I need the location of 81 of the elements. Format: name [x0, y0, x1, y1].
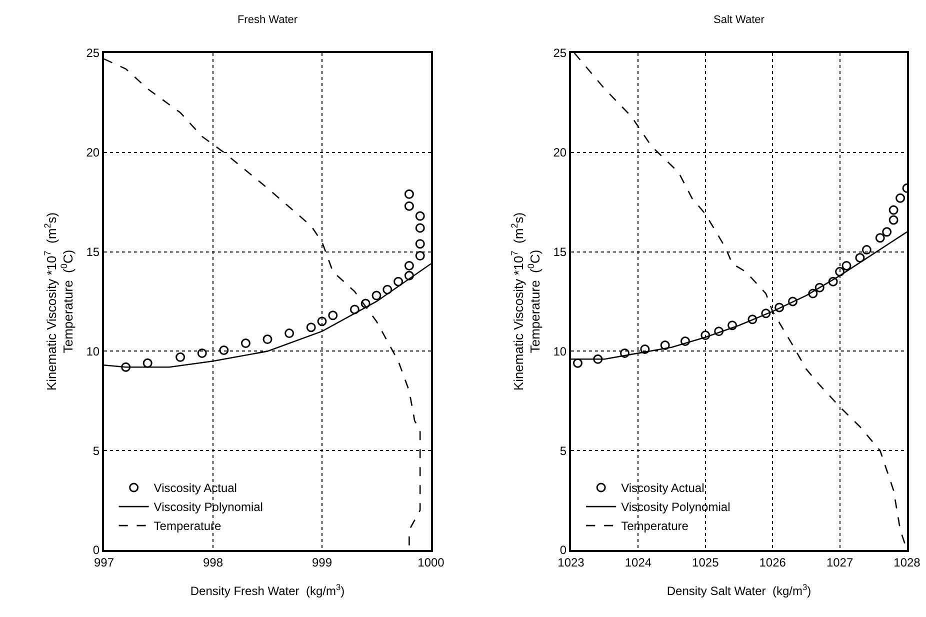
point: [404, 260, 414, 270]
point: [262, 334, 272, 344]
y-tick-label: 0: [560, 543, 567, 558]
y-tick-label: 10: [86, 344, 100, 358]
point: [748, 314, 758, 324]
point: [808, 288, 818, 298]
legend-label: Viscosity Actual: [154, 481, 237, 496]
point: [317, 316, 327, 326]
chart-title: Salt Water: [714, 14, 765, 26]
y-tick-label: 20: [86, 146, 100, 160]
point: [394, 276, 404, 286]
legend-label: Temperature: [621, 519, 689, 534]
point: [415, 211, 425, 221]
legend-label: Temperature: [154, 519, 222, 534]
y-tick-label: 0: [92, 543, 100, 558]
point: [896, 193, 906, 203]
point: [620, 348, 630, 358]
point: [328, 310, 338, 320]
point: [197, 348, 207, 358]
x-tick-label: 1028: [894, 555, 921, 570]
point: [404, 270, 414, 280]
point: [640, 344, 650, 354]
x-tick-label: 1027: [826, 555, 854, 570]
y-tick-label: 20: [553, 146, 567, 160]
y-tick-label: 10: [553, 344, 567, 358]
point: [835, 266, 845, 276]
point: [814, 282, 824, 292]
point: [404, 189, 414, 199]
x-tick-label: 1000: [418, 555, 445, 570]
legend-label: Viscosity Polynomial: [621, 500, 730, 514]
point: [284, 328, 294, 338]
y-tick-label: 5: [92, 444, 100, 458]
point: [888, 215, 898, 225]
point: [828, 276, 838, 286]
point: [714, 326, 724, 336]
point: [360, 298, 370, 308]
point: [306, 322, 316, 332]
point: [142, 358, 152, 368]
x-tick-label: 1026: [759, 555, 786, 570]
y-tick-label: 25: [553, 46, 567, 60]
point: [761, 308, 771, 318]
point: [176, 352, 186, 362]
x-tick-label: 1023: [558, 555, 585, 570]
point: [219, 345, 229, 355]
point: [415, 239, 425, 249]
x-axis-title: Density Fresh Water (kg/m$^{3}$): [190, 582, 345, 598]
point: [680, 336, 690, 346]
point: [728, 320, 738, 330]
x-tick-label: 1025: [692, 555, 720, 570]
y-tick-label: 15: [86, 245, 100, 259]
point: [350, 304, 360, 314]
x-tick-label: 998: [202, 555, 224, 570]
point: [382, 284, 392, 294]
chart-title: Fresh Water: [237, 14, 298, 26]
legend-label: Viscosity Polynomial: [154, 500, 263, 514]
point: [372, 290, 382, 300]
point: [700, 330, 710, 340]
point: [842, 260, 852, 270]
point: [774, 302, 784, 312]
x-tick-label: 999: [312, 555, 332, 570]
point: [788, 296, 798, 306]
legend-label: Viscosity Actual: [621, 481, 704, 496]
point: [862, 245, 872, 255]
point: [855, 253, 865, 263]
point: [572, 358, 582, 368]
x-axis-title: Density Salt Water (kg/m$^{3}$): [666, 582, 812, 598]
y-tick-label: 15: [553, 245, 567, 259]
point: [121, 362, 131, 372]
point: [882, 227, 892, 237]
x-tick-label: 1024: [624, 555, 652, 570]
y-tick-label: 25: [86, 46, 100, 60]
point: [404, 201, 414, 211]
point: [875, 233, 885, 243]
point: [415, 223, 425, 233]
x-tick-label: 997: [94, 555, 114, 570]
point: [888, 205, 898, 215]
point: [415, 251, 425, 261]
point: [660, 340, 670, 350]
point: [593, 354, 603, 364]
y-tick-label: 5: [560, 444, 567, 458]
point: [240, 338, 250, 348]
